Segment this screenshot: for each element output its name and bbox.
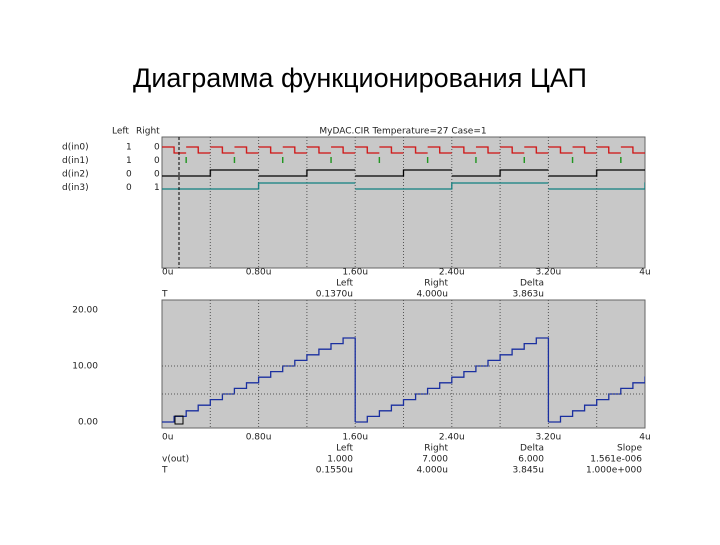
x-tick-label: 0u (162, 433, 173, 443)
x-tick-label: 2.40u (439, 433, 465, 443)
x-tick-label: 4u (639, 433, 650, 443)
bottom-panel (161, 299, 646, 429)
cell: 3.863u (513, 290, 544, 300)
cell: 3.845u (513, 466, 544, 476)
signal-left: 0 (126, 183, 132, 193)
x-tick-label: 1.60u (342, 433, 368, 443)
grid (209, 300, 598, 428)
col-header: Delta (520, 279, 544, 289)
signal-right: 0 (154, 170, 160, 180)
x-tick-label: 0u (162, 268, 173, 278)
col-header: Left (336, 444, 353, 454)
top-panel: MyDAC.CIR Temperature=27 Case=1 Left Rig… (112, 127, 646, 269)
signal-right: 0 (154, 156, 160, 166)
x-tick-label: 1.60u (342, 268, 368, 278)
cell: 4.000u (417, 466, 448, 476)
row-label: T (161, 290, 168, 300)
col-header: Slope (617, 444, 642, 454)
slide-title: Диаграмма функционирования ЦАП (133, 63, 587, 93)
signal-name: d(in1) (62, 156, 89, 166)
x-tick-label: 4u (639, 268, 650, 278)
cursor-box (174, 415, 184, 425)
signal-name: d(in2) (62, 170, 89, 180)
x-tick-label: 3.20u (536, 433, 562, 443)
cell: 1.000 (327, 455, 353, 465)
cell: 0.1370u (316, 290, 353, 300)
col-left: Left (112, 127, 129, 137)
x-tick-label: 3.20u (536, 268, 562, 278)
row-label: T (161, 466, 168, 476)
col-header: Right (424, 444, 448, 454)
signal-left: 1 (126, 143, 132, 153)
signal-name: d(in0) (62, 143, 89, 153)
x-tick-label: 2.40u (439, 268, 465, 278)
col-header: Right (424, 279, 448, 289)
header: MyDAC.CIR Temperature=27 Case=1 (319, 127, 486, 137)
cell: 1.561e-006 (590, 455, 642, 465)
signal-left: 1 (126, 156, 132, 166)
cell: 0.1550u (316, 466, 353, 476)
col-header: Left (336, 279, 353, 289)
cell: 4.000u (417, 290, 448, 300)
x-tick-label: 0.80u (246, 433, 272, 443)
col-right: Right (136, 127, 160, 137)
y-tick-label: 10.00 (72, 362, 98, 372)
cell: 6.000 (518, 455, 544, 465)
y-tick-label: 20.00 (72, 306, 98, 316)
cell: 1.000e+000 (586, 466, 642, 476)
signal-right: 1 (154, 183, 160, 193)
cell: 7.000 (422, 455, 448, 465)
y-tick-label: 0.00 (78, 418, 98, 428)
x-tick-label: 0.80u (246, 268, 272, 278)
row-label: v(out) (162, 455, 189, 465)
col-header: Delta (520, 444, 544, 454)
signal-left: 0 (126, 170, 132, 180)
signal-name: d(in3) (62, 183, 89, 193)
signal-right: 0 (154, 143, 160, 153)
wave-in3 (162, 178, 645, 198)
